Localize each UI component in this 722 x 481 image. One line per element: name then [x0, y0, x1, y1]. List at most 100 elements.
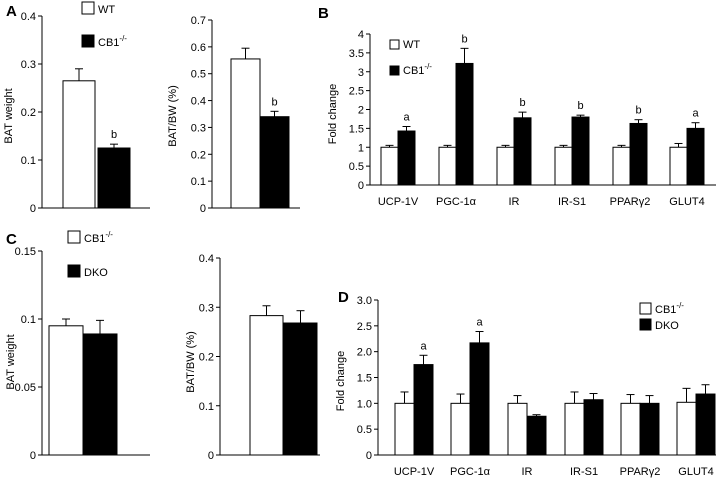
bar: [676, 401, 697, 456]
bar: [695, 393, 716, 456]
y-tick-label: 1.5: [349, 123, 364, 135]
y-tick-label: 3.0: [357, 295, 372, 307]
bar: [469, 342, 490, 456]
y-tick-label: 0: [30, 203, 36, 215]
chart-c2: 0 0.1 0.2 0.3 0.4 BAT/BW (%): [185, 253, 320, 462]
bar: [564, 402, 585, 456]
y-tick-label: 0.05: [15, 382, 36, 394]
legend-label: WT: [98, 4, 115, 16]
legend-swatch: [389, 39, 400, 50]
bar: [639, 402, 660, 456]
x-tick-label: GLUT4: [678, 466, 713, 478]
significance-letter: b: [271, 96, 277, 108]
y-tick-label: 0.1: [21, 314, 36, 326]
legend-label: DKO: [84, 267, 108, 279]
y-tick-label: 0.2: [21, 107, 36, 119]
bar: [283, 322, 318, 456]
y-tick-label: 2.5: [357, 321, 372, 333]
bar: [455, 62, 474, 186]
bar: [380, 146, 399, 186]
y-tick-label: 0.7: [191, 15, 206, 27]
chart-d: D 0 0.5 1.0 1.5 2.0 2.5 3.0 Fold change a a UCP-1V P…: [335, 289, 716, 478]
y-tick-label: 0.5: [191, 69, 206, 81]
bar: [48, 325, 84, 456]
x-tick-label: PPARγ2: [610, 196, 651, 208]
bar: [249, 315, 284, 456]
y-tick-label: 1.5: [357, 373, 372, 385]
legend-label: CB1-/-: [403, 62, 432, 77]
bar: [230, 58, 261, 209]
y-tick-label: 0.4: [21, 11, 36, 23]
bar: [583, 399, 604, 456]
chart-b: B 0 0.5 1 1.5 2 2.5 3 3.5 4 Fold change a b b b b a UCP-1…: [318, 5, 716, 208]
y-tick-label: 0.5: [349, 161, 364, 173]
significance-letter: b: [461, 33, 467, 45]
bar: [413, 364, 434, 456]
y-tick-label: 0.3: [199, 302, 214, 314]
significance-letter: b: [111, 129, 117, 141]
y-tick-label: 3.5: [349, 48, 364, 60]
x-tick-label: UCP-1V: [394, 466, 435, 478]
significance-letter: b: [577, 100, 583, 112]
x-tick-label: IR-S1: [558, 196, 586, 208]
x-tick-label: IR-S1: [570, 466, 598, 478]
significance-letter: a: [403, 111, 410, 123]
y-tick-label: 0: [208, 450, 214, 462]
bar: [82, 333, 118, 456]
y-tick-label: 0.4: [199, 253, 214, 265]
bar: [612, 146, 631, 186]
x-tick-label: IR: [509, 196, 520, 208]
bar: [669, 146, 688, 186]
y-tick-label: 2.0: [357, 347, 372, 359]
y-tick-label: 0: [366, 450, 372, 462]
y-tick-label: 0.3: [21, 59, 36, 71]
y-tick-label: 0.2: [199, 352, 214, 364]
bar: [513, 117, 532, 186]
significance-letter: b: [519, 97, 525, 109]
y-tick-label: 0: [200, 203, 206, 215]
bar: [394, 402, 415, 456]
chart-a2: 0 0.1 0.2 0.3 0.4 0.5 0.6 0.7 BAT/BW (%) b: [167, 15, 300, 215]
bar: [507, 402, 528, 456]
bar: [629, 122, 648, 186]
y-tick-label: 0.5: [357, 424, 372, 436]
y-tick-label: 2.5: [349, 86, 364, 98]
y-tick-label: 0.4: [191, 96, 206, 108]
x-tick-label: UCP-1V: [378, 196, 419, 208]
legend-label: CB1-/-: [98, 34, 127, 49]
panel-label: D: [338, 289, 349, 306]
x-tick-label: GLUT4: [669, 196, 704, 208]
legend-label: CB1-/-: [84, 230, 113, 245]
bar: [438, 146, 457, 186]
panel-label: B: [318, 5, 329, 22]
y-tick-label: 0.6: [191, 42, 206, 54]
bar: [620, 402, 641, 456]
legend-swatch: [639, 302, 652, 315]
x-tick-label: PGC-1α: [436, 196, 477, 208]
y-tick-label: 0.15: [15, 246, 36, 258]
y-tick-label: 0: [358, 180, 364, 192]
chart-a1: A 0 0.1 0.2 0.3 0.4 BAT weight b WT CB1-/-: [3, 1, 150, 215]
y-tick-label: 0: [30, 450, 36, 462]
significance-letter: a: [476, 317, 483, 329]
legend-label: WT: [403, 39, 420, 51]
x-tick-label: PPARγ2: [620, 466, 661, 478]
bar: [397, 130, 416, 186]
bar: [686, 127, 705, 186]
significance-letter: a: [420, 340, 427, 352]
legend-label: CB1-/-: [655, 301, 684, 316]
bar: [62, 80, 96, 209]
y-tick-label: 0.1: [191, 176, 206, 188]
bar: [259, 116, 290, 209]
x-tick-label: IR: [522, 466, 533, 478]
legend-swatch: [67, 230, 81, 244]
y-axis-label: BAT/BW (%): [185, 331, 197, 393]
y-axis-label: BAT weight: [5, 334, 17, 389]
y-tick-label: 2: [358, 105, 364, 117]
bar: [526, 415, 547, 456]
y-axis-label: Fold change: [335, 351, 347, 412]
y-tick-label: 0.1: [199, 401, 214, 413]
legend-swatch: [81, 1, 95, 15]
bar: [97, 147, 131, 209]
